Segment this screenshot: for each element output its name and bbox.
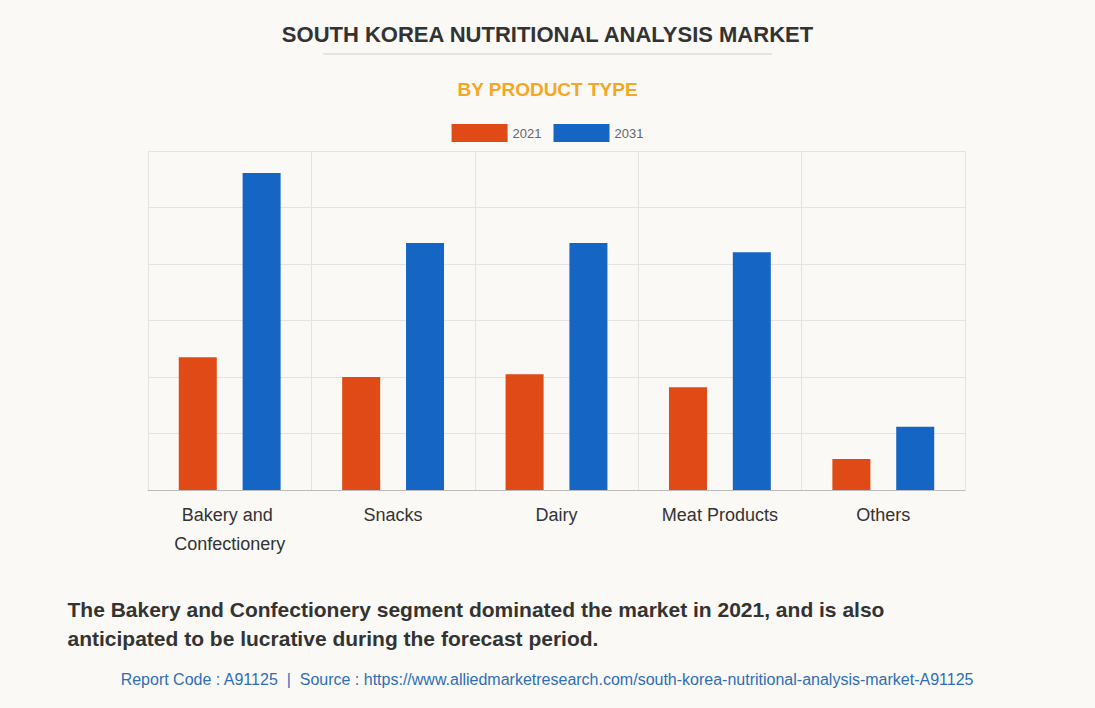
svg-text:SOUTH KOREA NUTRITIONAL ANALYS: SOUTH KOREA NUTRITIONAL ANALYSIS MARKET xyxy=(282,22,814,47)
svg-text:Dairy: Dairy xyxy=(535,505,577,525)
svg-text:Confectionery: Confectionery xyxy=(174,534,285,554)
svg-text:2031: 2031 xyxy=(615,126,644,141)
svg-text:Snacks: Snacks xyxy=(364,505,423,525)
svg-text:Meat Products: Meat Products xyxy=(662,505,778,525)
svg-text:Others: Others xyxy=(856,505,910,525)
svg-text:BY PRODUCT TYPE: BY PRODUCT TYPE xyxy=(457,79,637,100)
svg-text:2021: 2021 xyxy=(513,126,542,141)
svg-text:Report Code : A91125 | Sourc: Report Code : A91125 | Source : https://… xyxy=(121,671,974,688)
svg-text:anticipated to be lucrative du: anticipated to be lucrative during the f… xyxy=(68,627,599,650)
svg-text:The Bakery and Confectionery s: The Bakery and Confectionery segment dom… xyxy=(68,598,891,621)
svg-text:Bakery and: Bakery and xyxy=(182,505,278,525)
